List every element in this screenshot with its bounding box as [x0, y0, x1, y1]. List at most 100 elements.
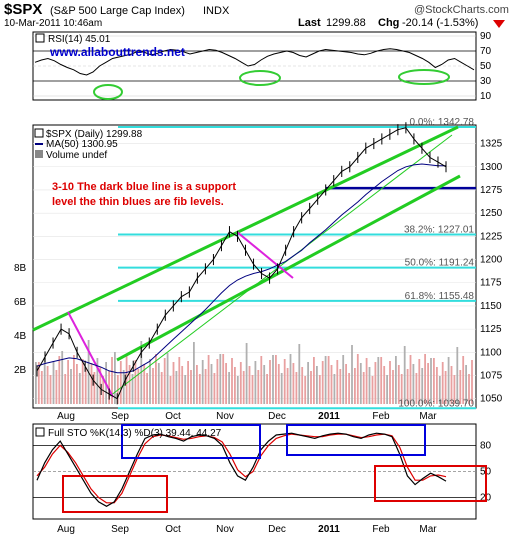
x-axis-label: Oct — [165, 524, 181, 535]
volume-bar — [307, 362, 309, 404]
volume-tick-labels: 8B 6B 4B 2B — [14, 263, 27, 376]
volume-bar — [245, 343, 248, 404]
x-axis-label: Mar — [419, 411, 437, 422]
downtrend-line-aug — [67, 311, 114, 398]
volume-bar — [374, 362, 377, 404]
x-axis-label: Dec — [268, 411, 286, 422]
volume-bar — [436, 367, 438, 404]
fib-level-label: 100.0%: 1039.70 — [398, 398, 474, 409]
volume-bar — [383, 366, 386, 404]
price-tick-label: 1175 — [480, 278, 502, 289]
x-axis-labels-price: Aug Sep Oct Nov Dec 2011 Feb Mar — [57, 411, 437, 422]
fib-level-label: 61.8%: 1155.48 — [405, 291, 475, 302]
volume-bar — [207, 355, 210, 404]
volume-bar — [90, 363, 93, 404]
volume-bar — [301, 367, 304, 404]
sto-oversold-box-aug — [62, 475, 168, 513]
volume-bar — [257, 370, 260, 404]
volume-bar — [415, 373, 418, 404]
price-tick-label: 1250 — [480, 208, 503, 219]
volume-bar — [160, 372, 163, 404]
volume-bar — [204, 369, 207, 404]
sto-d-line — [36, 433, 447, 504]
volume-bar — [181, 366, 184, 404]
price-tick-label: 1325 — [480, 139, 503, 150]
volume-bar — [444, 371, 447, 404]
fib-level-labels: 0.0%: 1342.78 38.2%: 1227.01 50.0%: 1191.2… — [398, 117, 474, 409]
volume-bar — [172, 362, 175, 404]
volume-bar — [157, 363, 160, 404]
volume-bar — [286, 368, 289, 404]
volume-bar — [231, 358, 233, 404]
volume-bar — [371, 376, 374, 404]
volume-bar — [251, 375, 254, 404]
volume-bar — [193, 342, 195, 404]
x-axis-label: Nov — [216, 524, 234, 535]
x-axis-label: Sep — [111, 411, 129, 422]
volume-bar — [433, 358, 435, 404]
volume-bar — [190, 370, 192, 404]
volume-bar — [468, 374, 470, 404]
volume-bar — [55, 370, 58, 404]
volume-bar — [64, 374, 67, 404]
price-legend-ma: MA(50) 1300.95 — [46, 139, 118, 150]
x-axis-label: 2011 — [318, 524, 340, 535]
price-tick-label: 1200 — [480, 255, 503, 266]
volume-bar — [70, 369, 72, 404]
volume-bar — [462, 356, 465, 404]
volume-bar — [400, 374, 403, 404]
volume-bar — [58, 356, 61, 404]
rsi-tick-label: 10 — [480, 91, 492, 102]
ma50-line — [36, 163, 446, 374]
channel-upper-line — [32, 125, 459, 332]
volume-bar — [184, 375, 187, 404]
fib-level-label: 38.2%: 1227.01 — [404, 224, 474, 235]
rsi-legend-box — [35, 33, 45, 43]
rsi-panel: 90 70 50 30 10 RSI(14) 45.01 www.allabouttre… — [32, 31, 492, 102]
volume-bar — [81, 359, 84, 404]
volume-bar — [327, 356, 330, 404]
volume-bar — [298, 344, 301, 404]
volume-bar — [471, 360, 473, 404]
volume-bar — [389, 361, 391, 404]
rsi-url: www.allabouttrends.net — [49, 45, 185, 59]
rsi-line — [34, 48, 475, 76]
rsi-tick-label: 70 — [480, 46, 492, 57]
volume-bar — [292, 363, 295, 404]
volume-bar — [78, 373, 81, 404]
price-panel: 1325 1300 1275 1250 1225 1200 1175 1150 1125 1100… — [14, 117, 503, 410]
volume-bar — [277, 364, 280, 404]
fib-level-label: 50.0%: 1191.24 — [405, 258, 475, 269]
volume-bar — [67, 360, 69, 404]
sto-legend-box — [35, 427, 45, 437]
volume-bar — [114, 352, 116, 404]
thin-trend-line — [109, 134, 453, 397]
volume-legend-swatch — [35, 150, 43, 158]
volume-bar — [73, 355, 75, 404]
volume-bar — [46, 366, 49, 404]
volume-bar — [406, 369, 409, 404]
volume-bar — [310, 371, 312, 404]
volume-bar — [149, 359, 151, 404]
x-axis-label: Feb — [372, 411, 390, 422]
price-tick-label: 1225 — [480, 231, 503, 242]
header-brand: @StockCharts.com — [414, 4, 509, 16]
x-axis-label: 2011 — [318, 411, 340, 422]
price-tick-label: 1125 — [480, 324, 502, 335]
ma-legend-swatch — [35, 143, 43, 145]
volume-bar — [377, 357, 380, 404]
rsi-legend: RSI(14) 45.01 — [48, 34, 111, 45]
volume-bar — [441, 362, 444, 404]
volume-bar — [175, 371, 178, 404]
volume-bar — [409, 355, 412, 404]
rsi-highlight-nov — [239, 70, 281, 86]
volume-bar — [198, 374, 201, 404]
sto-overbought-box-sep — [121, 424, 261, 459]
volume-bar — [213, 373, 216, 404]
price-tick-label: 1050 — [480, 394, 503, 405]
price-tick-label: 1075 — [480, 371, 503, 382]
price-tick-label: 1300 — [480, 162, 503, 173]
volume-bar — [234, 367, 236, 404]
